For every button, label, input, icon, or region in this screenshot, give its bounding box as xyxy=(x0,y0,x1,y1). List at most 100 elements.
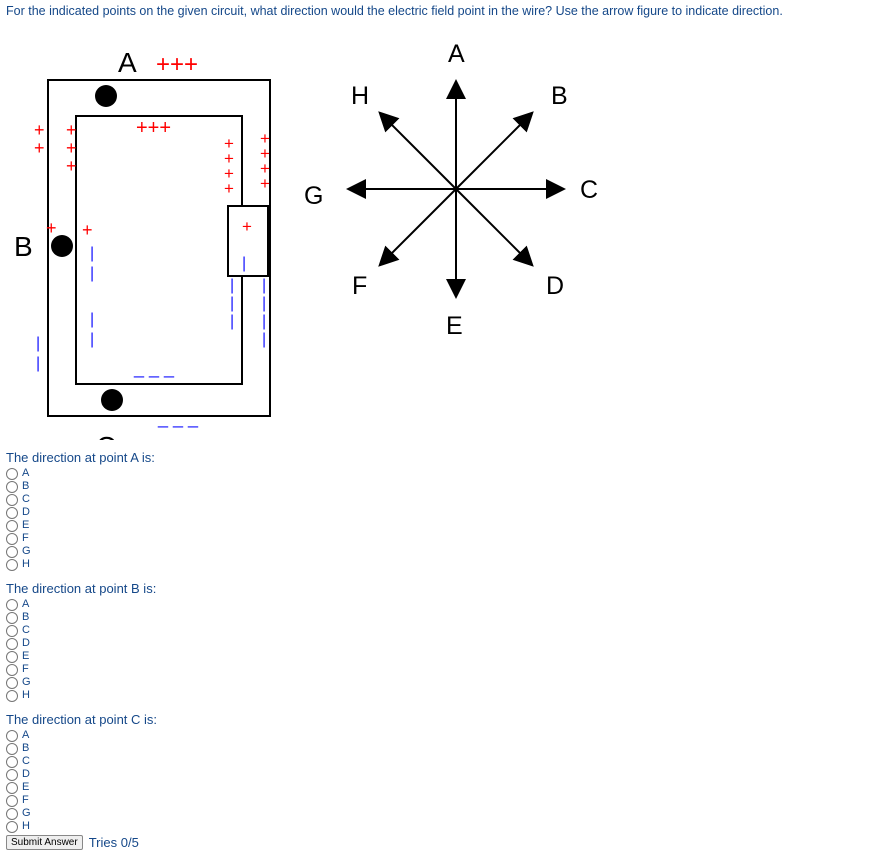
option-row: G xyxy=(6,545,876,558)
option-radio[interactable] xyxy=(6,808,18,820)
option-label: G xyxy=(22,808,31,820)
option-group: ABCDEFGH xyxy=(6,598,876,702)
svg-text:|: | xyxy=(90,331,94,348)
option-label: D xyxy=(22,769,30,781)
svg-text:|: | xyxy=(262,295,266,312)
option-label: H xyxy=(22,559,30,571)
svg-text:A: A xyxy=(118,47,137,78)
svg-text:|: | xyxy=(230,295,234,312)
option-label: G xyxy=(22,677,31,689)
option-row: F xyxy=(6,794,876,807)
svg-text:F: F xyxy=(352,272,367,300)
option-label: B xyxy=(22,612,29,624)
option-row: A xyxy=(6,467,876,480)
option-radio[interactable] xyxy=(6,664,18,676)
option-label: A xyxy=(22,730,29,742)
svg-text:D: D xyxy=(546,272,564,300)
direction-compass: ABCDEFGH xyxy=(296,24,616,354)
svg-text:+: + xyxy=(46,218,57,238)
option-label: F xyxy=(22,533,29,545)
option-label: A xyxy=(22,599,29,611)
circuit-diagram: ABC++++++++++++++++++++++||||||_ _ __ _ … xyxy=(6,24,296,440)
option-radio[interactable] xyxy=(6,677,18,689)
option-radio[interactable] xyxy=(6,599,18,611)
option-label: H xyxy=(22,690,30,702)
option-radio[interactable] xyxy=(6,468,18,480)
option-label: H xyxy=(22,821,30,833)
figure-area: ABC++++++++++++++++++++++||||||_ _ __ _ … xyxy=(6,24,876,440)
svg-text:+: + xyxy=(66,120,77,140)
option-radio[interactable] xyxy=(6,795,18,807)
option-row: G xyxy=(6,807,876,820)
svg-text:_ _ _: _ _ _ xyxy=(133,358,175,379)
option-row: D xyxy=(6,637,876,650)
option-row: E xyxy=(6,519,876,532)
svg-text:_ _ _: _ _ _ xyxy=(157,408,199,429)
question-prompt: The direction at point A is: xyxy=(6,450,876,465)
option-group: ABCDEFGH xyxy=(6,467,876,571)
option-radio[interactable] xyxy=(6,612,18,624)
option-radio[interactable] xyxy=(6,559,18,571)
option-row: D xyxy=(6,768,876,781)
option-radio[interactable] xyxy=(6,481,18,493)
svg-text:+++: +++ xyxy=(136,117,171,139)
option-radio[interactable] xyxy=(6,520,18,532)
option-radio[interactable] xyxy=(6,651,18,663)
option-label: F xyxy=(22,795,29,807)
submit-button[interactable]: Submit Answer xyxy=(6,835,83,850)
option-row: F xyxy=(6,532,876,545)
svg-text:A: A xyxy=(448,40,465,68)
svg-text:+: + xyxy=(66,156,77,176)
svg-text:|: | xyxy=(36,355,40,372)
option-label: D xyxy=(22,638,30,650)
option-row: A xyxy=(6,598,876,611)
option-label: E xyxy=(22,782,29,794)
option-radio[interactable] xyxy=(6,690,18,702)
option-radio[interactable] xyxy=(6,638,18,650)
svg-text:|: | xyxy=(262,313,266,330)
option-radio[interactable] xyxy=(6,494,18,506)
option-radio[interactable] xyxy=(6,507,18,519)
option-radio[interactable] xyxy=(6,743,18,755)
option-radio[interactable] xyxy=(6,821,18,833)
option-label: C xyxy=(22,756,30,768)
option-label: E xyxy=(22,520,29,532)
option-radio[interactable] xyxy=(6,769,18,781)
option-radio[interactable] xyxy=(6,546,18,558)
svg-text:|: | xyxy=(90,245,94,262)
option-radio[interactable] xyxy=(6,730,18,742)
question-prompt: The direction at point C is: xyxy=(6,712,876,727)
svg-text:|: | xyxy=(230,277,234,294)
option-row: D xyxy=(6,506,876,519)
svg-text:|: | xyxy=(262,331,266,348)
svg-text:|: | xyxy=(262,277,266,294)
option-label: F xyxy=(22,664,29,676)
option-row: E xyxy=(6,650,876,663)
answer-section: The direction at point A is:ABCDEFGHThe … xyxy=(6,450,876,833)
option-row: E xyxy=(6,781,876,794)
option-label: D xyxy=(22,507,30,519)
option-row: G xyxy=(6,676,876,689)
option-row: C xyxy=(6,624,876,637)
option-radio[interactable] xyxy=(6,625,18,637)
svg-text:+++: +++ xyxy=(156,51,198,78)
option-radio[interactable] xyxy=(6,782,18,794)
option-label: C xyxy=(22,494,30,506)
option-row: F xyxy=(6,663,876,676)
svg-text:+: + xyxy=(82,220,93,240)
svg-text:+: + xyxy=(242,217,252,236)
submit-row: Submit Answer Tries 0/5 xyxy=(6,835,876,850)
svg-text:+: + xyxy=(260,174,270,193)
svg-text:|: | xyxy=(36,335,40,352)
svg-text:G: G xyxy=(304,182,323,210)
svg-text:|: | xyxy=(90,311,94,328)
svg-text:H: H xyxy=(351,82,369,110)
option-label: C xyxy=(22,625,30,637)
option-row: H xyxy=(6,820,876,833)
svg-text:B: B xyxy=(14,231,33,262)
option-radio[interactable] xyxy=(6,756,18,768)
svg-text:C: C xyxy=(580,176,598,204)
option-group: ABCDEFGH xyxy=(6,729,876,833)
option-radio[interactable] xyxy=(6,533,18,545)
tries-text: Tries 0/5 xyxy=(89,835,139,850)
